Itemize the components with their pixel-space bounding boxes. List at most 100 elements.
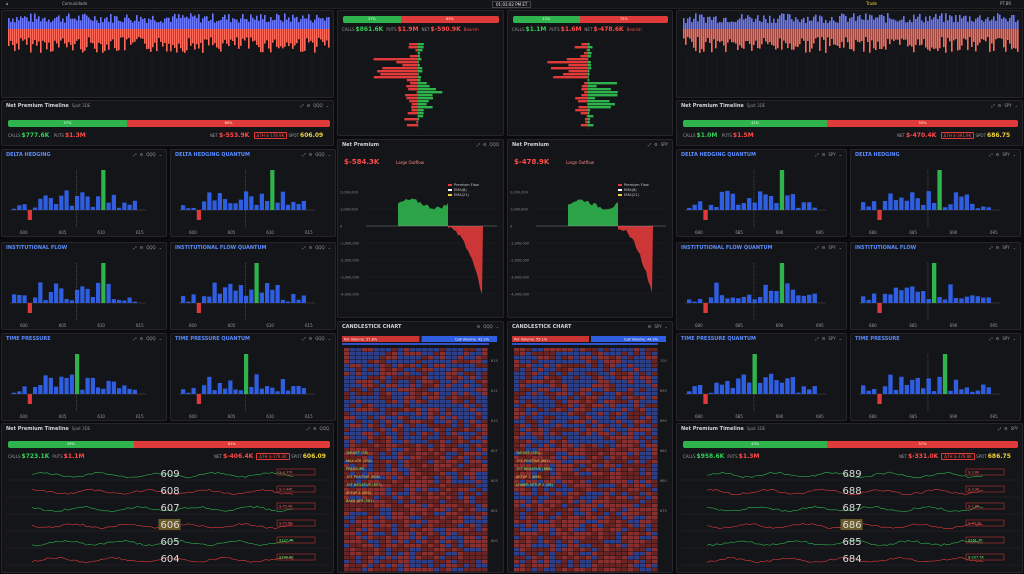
volume-down-bar [847, 29, 849, 43]
chevron-down-icon[interactable]: ⌄ [158, 336, 162, 341]
ticker-select[interactable]: QQQ [489, 142, 499, 147]
settings-icon[interactable]: ⚙ [821, 245, 826, 250]
settings-icon[interactable]: ⚙ [308, 152, 313, 157]
heat-cell [428, 540, 434, 544]
chevron-down-icon[interactable]: ⌄ [1012, 152, 1016, 157]
volume-down-bar [999, 29, 1001, 39]
settings-icon[interactable]: ⚙ [312, 426, 317, 431]
chevron-down-icon[interactable]: ⌄ [838, 152, 842, 157]
settings-icon[interactable]: ⚙ [482, 142, 487, 147]
expand-icon[interactable]: ⤢ [300, 103, 304, 108]
ticker-select[interactable]: SPY [828, 336, 836, 341]
heat-cell [520, 480, 526, 484]
heat-cell [434, 492, 440, 496]
settings-icon[interactable]: ⚙ [995, 336, 1000, 341]
ticker-select[interactable]: SPY [1002, 336, 1010, 341]
heat-cell [404, 468, 410, 472]
heat-cell [520, 492, 526, 496]
chevron-down-icon[interactable]: ⌄ [838, 245, 842, 250]
heat-cell [410, 456, 416, 460]
ticker-select[interactable]: SPY [654, 324, 662, 329]
settings-icon[interactable]: ⚙ [139, 152, 144, 157]
chevron-down-icon[interactable]: ⌄ [327, 152, 331, 157]
expand-icon[interactable]: ⤢ [133, 152, 137, 157]
heat-cell [374, 408, 380, 412]
expand-icon[interactable]: ⤢ [815, 245, 819, 250]
ticker-select[interactable]: QQQ [146, 152, 156, 157]
ticker-select[interactable]: QQQ [483, 324, 493, 329]
settings-icon[interactable]: ⚙ [995, 245, 1000, 250]
heat-cell [556, 448, 562, 452]
expand-icon[interactable]: ⤢ [133, 336, 137, 341]
indicator-chart: 680 685 690 695 [685, 354, 826, 419]
chevron-down-icon[interactable]: ⌄ [1014, 103, 1018, 108]
ticker-select[interactable]: QQQ [146, 336, 156, 341]
settings-icon[interactable]: ⚙ [476, 324, 481, 329]
settings-icon[interactable]: ⚙ [997, 103, 1002, 108]
chevron-down-icon[interactable]: ⌄ [1012, 336, 1016, 341]
chevron-down-icon[interactable]: ⌄ [1012, 245, 1016, 250]
expand-icon[interactable]: ⤢ [476, 142, 480, 147]
expand-icon[interactable]: ⤢ [989, 152, 993, 157]
expand-icon[interactable]: ⤢ [815, 152, 819, 157]
settings-icon[interactable]: ⚙ [821, 336, 826, 341]
settings-icon[interactable]: ⚙ [654, 142, 658, 147]
expand-icon[interactable]: ⤢ [991, 103, 995, 108]
ticker-select[interactable]: SPY [1010, 426, 1018, 431]
ticker-select[interactable]: SPY [828, 245, 836, 250]
user-label[interactable]: PT.BR [1000, 1, 1012, 6]
ticker-select[interactable]: QQQ [315, 245, 325, 250]
ticker-select[interactable]: QQQ [319, 426, 329, 431]
ticker-select[interactable]: SPY [1002, 245, 1010, 250]
expand-icon[interactable]: ⤢ [989, 245, 993, 250]
chevron-down-icon[interactable]: ⌄ [327, 245, 331, 250]
expand-icon[interactable]: ⤢ [302, 336, 306, 341]
ticker-select[interactable]: QQQ [146, 245, 156, 250]
chevron-down-icon[interactable]: ⌄ [325, 103, 329, 108]
expand-icon[interactable]: ⤢ [302, 245, 306, 250]
chevron-down-icon[interactable]: ⌄ [327, 336, 331, 341]
expand-icon[interactable]: ⤢ [815, 336, 819, 341]
volume-down-bar [40, 29, 42, 53]
ticker-select[interactable]: QQQ [315, 336, 325, 341]
heat-cell [446, 432, 452, 436]
ticker-select[interactable]: QQQ [315, 152, 325, 157]
settings-icon[interactable]: ⚙ [139, 336, 144, 341]
settings-icon[interactable]: ⚙ [821, 152, 826, 157]
heat-cell [470, 460, 476, 464]
heat-cell [464, 348, 470, 352]
settings-icon[interactable]: ⚙ [308, 336, 313, 341]
ticker-select[interactable]: SPY [660, 142, 668, 147]
settings-icon[interactable]: ⚙ [1004, 426, 1008, 431]
settings-icon[interactable]: ⚙ [308, 245, 313, 250]
heat-cell [514, 520, 520, 524]
settings-icon[interactable]: ⚙ [995, 152, 1000, 157]
ticker-select[interactable]: SPY [1002, 152, 1010, 157]
ticker-select[interactable]: SPY [828, 152, 836, 157]
ticker-select[interactable]: SPY [1004, 103, 1012, 108]
heat-cell [556, 472, 562, 476]
settings-icon[interactable]: ⚙ [647, 324, 652, 329]
expand-icon[interactable]: ⤢ [997, 426, 1002, 431]
settings-icon[interactable]: ⚙ [139, 245, 144, 250]
heat-cell [550, 380, 556, 384]
expand-icon[interactable]: ⤢ [133, 245, 137, 250]
heat-cell [434, 536, 440, 540]
heat-cell [368, 436, 374, 440]
expand-icon[interactable]: ⤢ [647, 142, 652, 147]
community-link[interactable]: Comunidade [62, 1, 88, 6]
chevron-down-icon[interactable]: ⌄ [158, 245, 162, 250]
heat-cell [562, 380, 568, 384]
settings-icon[interactable]: ⚙ [306, 103, 311, 108]
expand-icon[interactable]: ⤢ [302, 152, 306, 157]
chevron-down-icon[interactable]: ⌄ [495, 324, 499, 329]
logo-icon[interactable]: ⌂ [6, 1, 9, 6]
ticker-select[interactable]: QQQ [313, 103, 323, 108]
volume-down-bar [1015, 29, 1017, 49]
chevron-down-icon[interactable]: ⌄ [838, 336, 842, 341]
expand-icon[interactable]: ⤢ [989, 336, 993, 341]
heat-cell [640, 464, 646, 468]
chevron-down-icon[interactable]: ⌄ [158, 152, 162, 157]
expand-icon[interactable]: ⤢ [306, 426, 310, 431]
chevron-down-icon[interactable]: ⌄ [664, 324, 668, 329]
